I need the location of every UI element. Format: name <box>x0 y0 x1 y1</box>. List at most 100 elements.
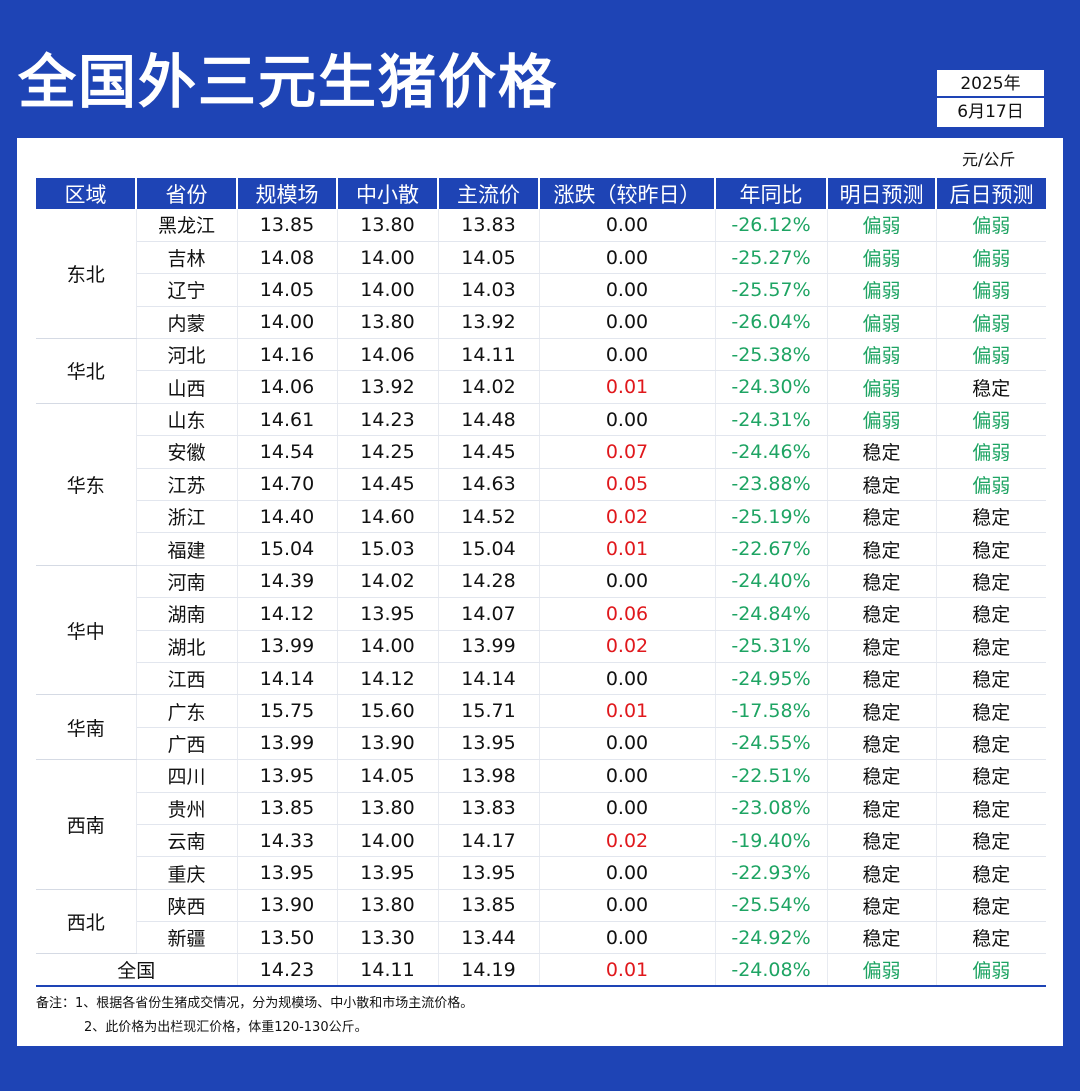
forecast-day-after: 偏弱 <box>936 306 1046 340</box>
small-farm-price: 14.00 <box>337 824 439 858</box>
forecast-tomorrow: 稳定 <box>827 532 937 566</box>
change-cell: 0.00 <box>539 403 716 437</box>
change-cell: 0.01 <box>539 532 716 566</box>
table-row: 华东 山东 14.61 14.23 14.48 0.00 -24.31% 偏弱 偏弱 <box>36 403 1046 566</box>
scale-farm-price: 14.12 <box>237 597 338 631</box>
forecast-tomorrow: 稳定 <box>827 662 937 696</box>
forecast-day-after: 偏弱 <box>936 403 1046 437</box>
table-row: 华南 广东 15.75 15.60 15.71 0.01 -17.58% 稳定 稳定 <box>36 694 1046 761</box>
change-cell: 0.00 <box>539 727 716 761</box>
province-cell: 广东 <box>136 694 238 728</box>
small-farm-price: 13.80 <box>337 889 439 923</box>
forecast-tomorrow: 稳定 <box>827 597 937 631</box>
yoy-cell: -24.55% <box>715 727 828 761</box>
forecast-day-after: 稳定 <box>936 565 1046 599</box>
table-row: 华中 河南 14.39 14.02 14.28 0.00 -24.40% 稳定 稳定 <box>36 565 1046 696</box>
yoy-cell: -26.12% <box>715 209 828 242</box>
change-cell: 0.00 <box>539 662 716 696</box>
main-price: 13.99 <box>438 630 540 663</box>
change-cell: 0.00 <box>539 792 716 825</box>
change-cell: 0.02 <box>539 500 716 534</box>
small-farm-price: 13.80 <box>337 209 439 242</box>
forecast-tomorrow: 稳定 <box>827 921 937 955</box>
change-cell: 0.06 <box>539 597 716 631</box>
change-cell: 0.00 <box>539 241 716 275</box>
scale-farm-price: 13.85 <box>237 792 338 825</box>
yoy-cell: -22.67% <box>715 532 828 566</box>
forecast-day-after: 偏弱 <box>936 435 1046 469</box>
forecast-tomorrow: 稳定 <box>827 759 937 793</box>
table-row: 辽宁 14.05 14.00 14.03 0.00 -25.57% 偏弱 偏弱 <box>36 273 1046 307</box>
forecast-day-after: 稳定 <box>936 856 1046 890</box>
main-price: 13.92 <box>438 306 540 340</box>
change-cell: 0.01 <box>539 953 716 988</box>
yoy-cell: -24.31% <box>715 403 828 437</box>
scale-farm-price: 13.90 <box>237 889 338 923</box>
forecast-day-after: 偏弱 <box>936 209 1046 242</box>
forecast-day-after: 稳定 <box>936 792 1046 825</box>
province-cell: 贵州 <box>136 792 238 825</box>
yoy-cell: -23.08% <box>715 792 828 825</box>
page-title: 全国外三元生猪价格 <box>18 48 559 116</box>
forecast-day-after: 稳定 <box>936 370 1046 404</box>
yoy-cell: -25.19% <box>715 500 828 534</box>
table-row: 云南 14.33 14.00 14.17 0.02 -19.40% 稳定 稳定 <box>36 824 1046 858</box>
small-farm-price: 14.06 <box>337 338 439 372</box>
yoy-cell: -25.38% <box>715 338 828 372</box>
small-farm-price: 13.80 <box>337 792 439 825</box>
province-cell: 重庆 <box>136 856 238 890</box>
table-row: 重庆 13.95 13.95 13.95 0.00 -22.93% 稳定 稳定 <box>36 856 1046 890</box>
forecast-tomorrow: 稳定 <box>827 792 937 825</box>
scale-farm-price: 14.08 <box>237 241 338 275</box>
main-price: 14.05 <box>438 241 540 275</box>
national-row: 全国 14.23 14.11 14.19 0.01 -24.08% 偏弱 偏弱 <box>36 953 1046 988</box>
main-price: 14.48 <box>438 403 540 437</box>
scale-farm-price: 14.06 <box>237 370 338 404</box>
forecast-day-after: 稳定 <box>936 889 1046 923</box>
forecast-tomorrow: 偏弱 <box>827 953 937 988</box>
yoy-cell: -19.40% <box>715 824 828 858</box>
forecast-tomorrow: 稳定 <box>827 824 937 858</box>
forecast-tomorrow: 稳定 <box>827 727 937 761</box>
main-price: 14.17 <box>438 824 540 858</box>
small-farm-price: 14.25 <box>337 435 439 469</box>
province-cell: 浙江 <box>136 500 238 534</box>
yoy-cell: -24.40% <box>715 565 828 599</box>
forecast-tomorrow: 偏弱 <box>827 209 937 242</box>
date-year: 2025年 <box>937 70 1044 98</box>
forecast-tomorrow: 偏弱 <box>827 306 937 340</box>
table-row: 西北 陕西 13.90 13.80 13.85 0.00 -25.54% 稳定 稳定 <box>36 889 1046 955</box>
province-cell: 河北 <box>136 338 238 372</box>
small-farm-price: 14.23 <box>337 403 439 437</box>
scale-farm-price: 14.54 <box>237 435 338 469</box>
small-farm-price: 14.00 <box>337 241 439 275</box>
forecast-day-after: 偏弱 <box>936 273 1046 307</box>
main-price: 13.83 <box>438 209 540 242</box>
header-cell: 规模场 <box>237 178 338 209</box>
scale-farm-price: 15.75 <box>237 694 338 728</box>
change-cell: 0.00 <box>539 856 716 890</box>
forecast-tomorrow: 稳定 <box>827 500 937 534</box>
main-price: 15.04 <box>438 532 540 566</box>
change-cell: 0.02 <box>539 824 716 858</box>
small-farm-price: 14.00 <box>337 273 439 307</box>
province-cell: 湖北 <box>136 630 238 663</box>
change-cell: 0.00 <box>539 565 716 599</box>
header-cell: 后日预测 <box>936 178 1046 209</box>
scale-farm-price: 14.00 <box>237 306 338 340</box>
province-cell: 陕西 <box>136 889 238 923</box>
scale-farm-price: 14.61 <box>237 403 338 437</box>
forecast-day-after: 稳定 <box>936 921 1046 955</box>
main-price: 14.28 <box>438 565 540 599</box>
yoy-cell: -22.93% <box>715 856 828 890</box>
small-farm-price: 13.30 <box>337 921 439 955</box>
change-cell: 0.00 <box>539 338 716 372</box>
main-price: 14.19 <box>438 953 540 988</box>
table-row: 新疆 13.50 13.30 13.44 0.00 -24.92% 稳定 稳定 <box>36 921 1046 955</box>
region-cell: 华中 <box>36 565 137 696</box>
table-row: 湖南 14.12 13.95 14.07 0.06 -24.84% 稳定 稳定 <box>36 597 1046 631</box>
forecast-day-after: 稳定 <box>936 630 1046 663</box>
header-cell: 区域 <box>36 178 137 209</box>
table-row: 山西 14.06 13.92 14.02 0.01 -24.30% 偏弱 稳定 <box>36 370 1046 404</box>
forecast-day-after: 偏弱 <box>936 468 1046 502</box>
